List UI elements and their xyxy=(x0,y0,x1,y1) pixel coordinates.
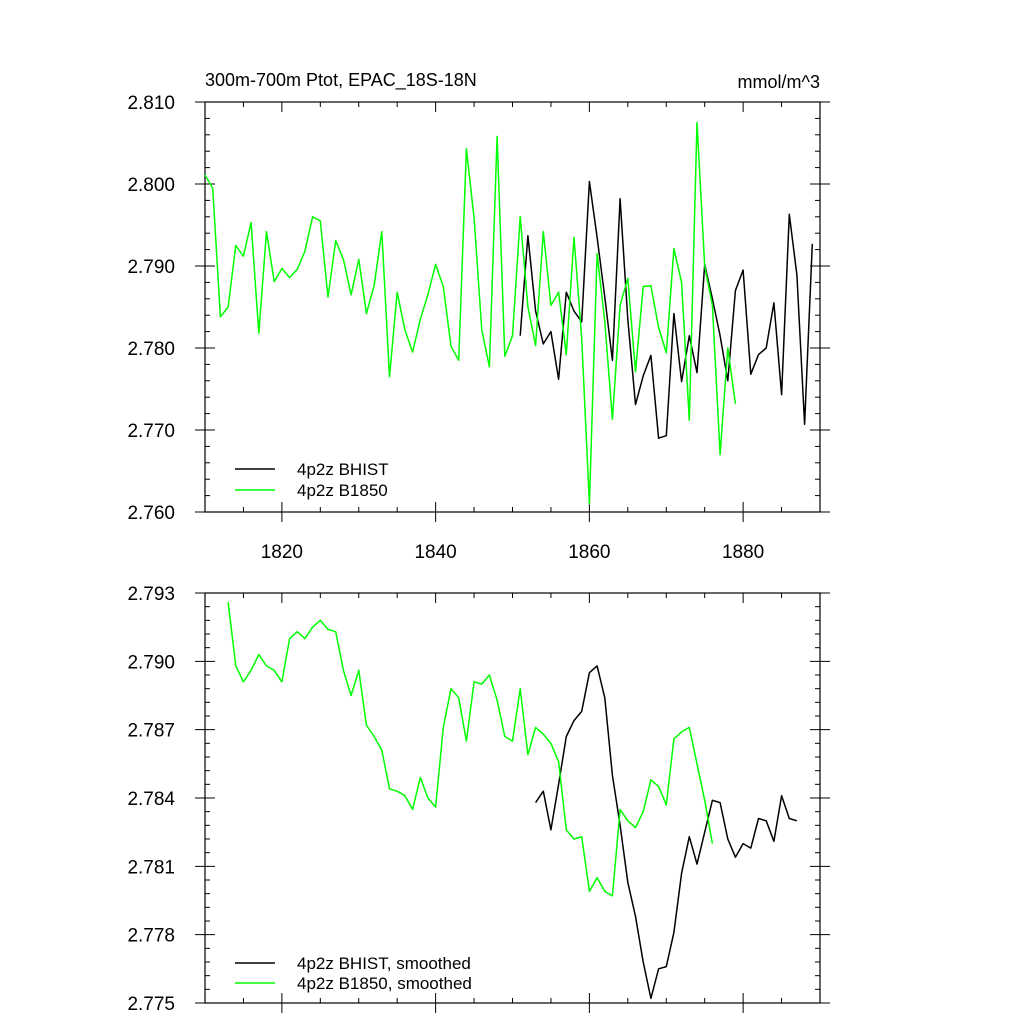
y-tick-label: 2.793 xyxy=(127,584,175,605)
y-tick-label: 2.810 xyxy=(127,93,175,114)
y-tick-label: 2.780 xyxy=(127,339,175,360)
legend: 4p2z BHIST 4p2z B1850 xyxy=(235,460,389,500)
x-tick-label: 1880 xyxy=(722,542,764,563)
series-line-4p2z-bhist-smoothed xyxy=(534,665,798,1000)
y-tick-label: 2.800 xyxy=(127,175,175,196)
legend-label: 4p2z B1850, smoothed xyxy=(297,974,472,993)
bottom-panel: 2.775 2.778 2.781 2.784 2.787 2.790 2.793 4p2z … xyxy=(127,584,830,1015)
series-line-4p2z-b1850-smoothed xyxy=(227,602,714,897)
x-tick-label: 1820 xyxy=(261,542,303,563)
chart-title: 300m-700m Ptot, EPAC_18S-18N xyxy=(205,70,477,91)
y-tick-label: 2.775 xyxy=(127,994,175,1015)
legend-label: 4p2z B1850 xyxy=(297,481,388,500)
y-tick-label: 2.784 xyxy=(127,789,175,810)
top-panel: 1820 1840 1860 1880 2.760 2.770 2.780 2.790 2.80… xyxy=(127,70,830,563)
x-tick-label: 1840 xyxy=(414,542,456,563)
units-label: mmol/m^3 xyxy=(738,72,820,92)
y-tick-label: 2.781 xyxy=(127,857,175,878)
y-tick-label: 2.790 xyxy=(127,257,175,278)
y-tick-label: 2.770 xyxy=(127,421,175,442)
y-tick-label: 2.790 xyxy=(127,652,175,673)
x-tick-label: 1860 xyxy=(568,542,610,563)
legend-label: 4p2z BHIST xyxy=(297,460,389,479)
y-tick-label: 2.760 xyxy=(127,503,175,524)
y-tick-label: 2.787 xyxy=(127,721,175,742)
y-tick-label: 2.778 xyxy=(127,926,175,947)
plot-frame xyxy=(204,101,821,513)
series-line-4p2z-bhist xyxy=(519,180,814,439)
series-line-4p2z-b1850 xyxy=(204,121,737,505)
legend-label: 4p2z BHIST, smoothed xyxy=(297,954,471,973)
plot-frame xyxy=(204,592,821,1004)
